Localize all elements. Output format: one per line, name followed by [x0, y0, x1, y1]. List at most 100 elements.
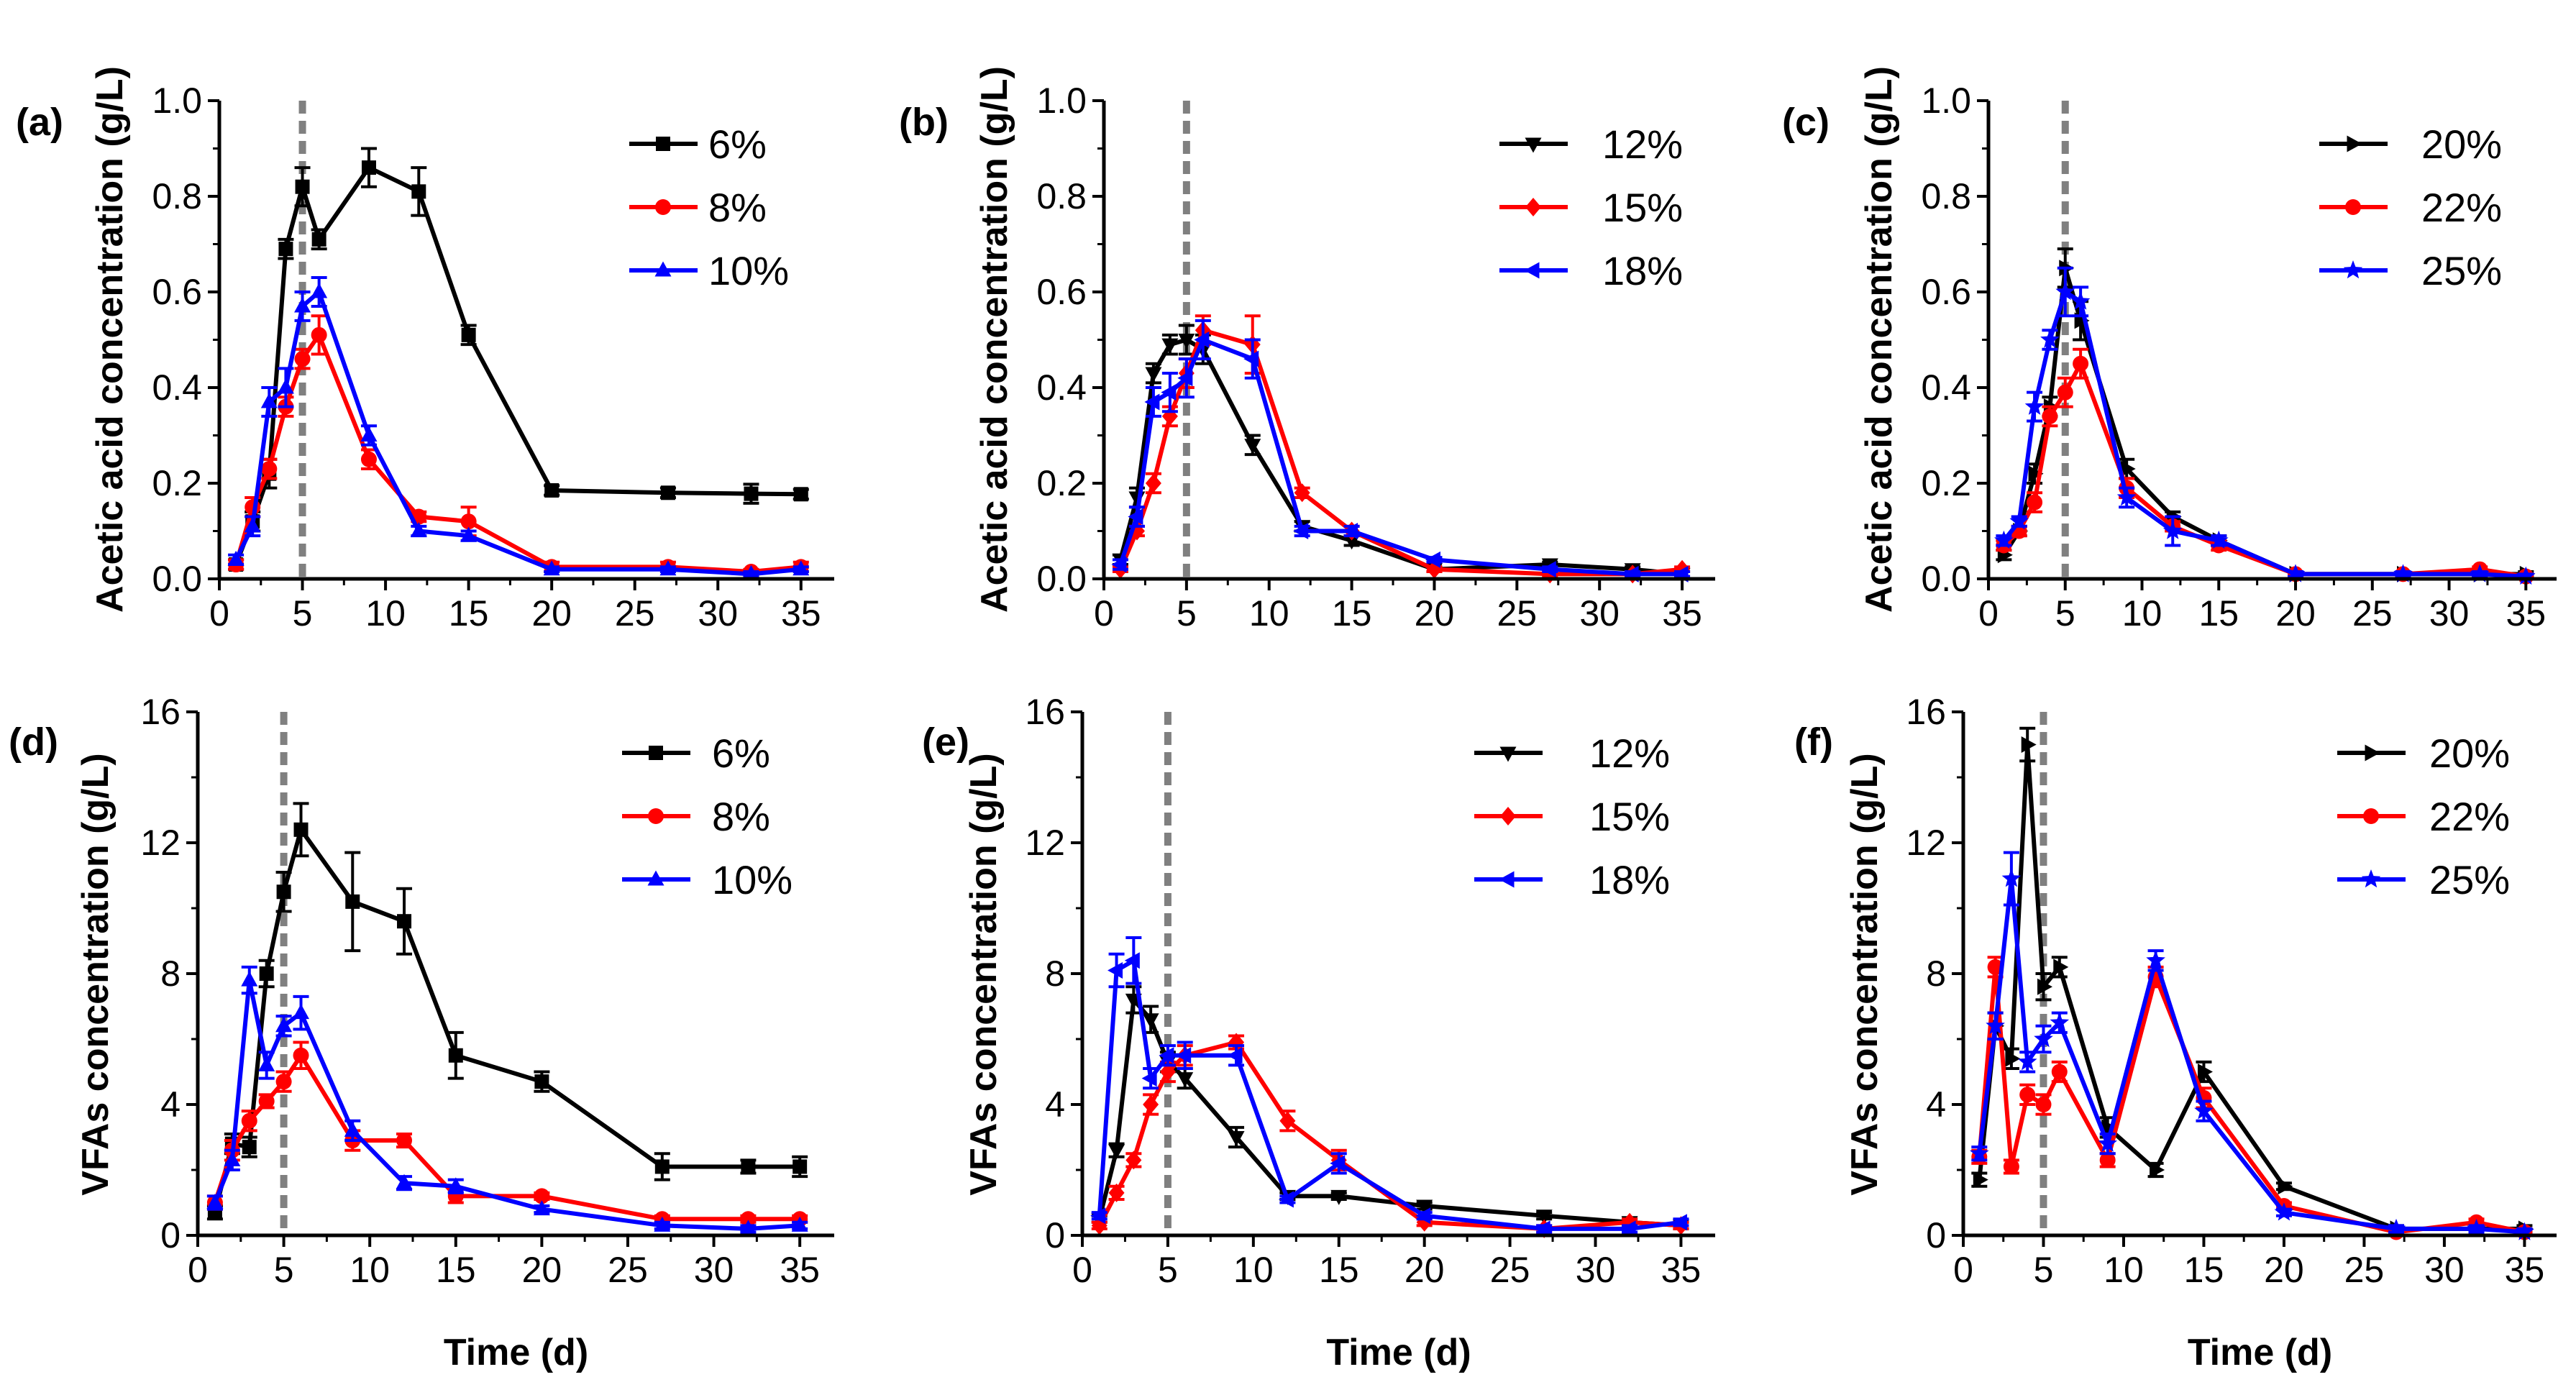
x-tick-label: 15 — [436, 1250, 476, 1290]
data-point — [360, 426, 378, 442]
data-point — [2209, 530, 2229, 549]
data-point — [311, 232, 326, 247]
data-point — [2162, 521, 2183, 539]
data-point — [1178, 334, 1195, 349]
data-point — [293, 1004, 310, 1020]
chart-panel-4: (e)VFAs concentration (g/L) Time (d) 0 5 10 1… — [922, 692, 1715, 1373]
panel-letter: (f) — [1794, 721, 1833, 764]
data-point — [793, 1159, 808, 1174]
y-tick-label: 0.6 — [1921, 272, 1971, 312]
legend-marker — [1499, 746, 1517, 762]
data-point — [2055, 282, 2075, 301]
legend-marker — [647, 870, 664, 886]
series-line — [1097, 997, 1681, 1228]
x-tick-label: 30 — [1576, 1250, 1616, 1290]
data-point — [396, 1133, 413, 1149]
legend-marker — [655, 199, 671, 215]
data-point — [1159, 1047, 1174, 1064]
series-10% — [206, 965, 808, 1235]
data-point — [1279, 1111, 1296, 1130]
series-line — [1118, 328, 1683, 577]
x-tick-label: 15 — [449, 593, 489, 634]
data-point — [2005, 1050, 2021, 1067]
legend-item: 18% — [1499, 248, 1683, 293]
legend-label: 6% — [708, 122, 767, 167]
data-point — [660, 485, 675, 500]
data-point — [1124, 952, 1140, 969]
data-point — [1425, 551, 1440, 568]
data-point — [2070, 291, 2091, 310]
y-tick-label: 0.6 — [152, 272, 202, 312]
y-tick-label: 16 — [1906, 692, 1946, 732]
x-tick-label: 25 — [608, 1250, 648, 1290]
data-point — [1540, 561, 1556, 578]
x-tick-label: 35 — [780, 1250, 820, 1290]
data-point — [242, 1140, 257, 1155]
data-point — [241, 971, 258, 987]
x-tick-label: 0 — [1953, 1250, 1973, 1290]
y-tick-label: 0.2 — [152, 463, 202, 503]
x-tick-label: 15 — [2184, 1250, 2224, 1290]
chart-panel-3: (d) VFAs concentration (g/L) Time (d) 0 5 10 1… — [9, 692, 834, 1373]
legend-item: 15% — [1499, 185, 1683, 230]
data-point — [311, 326, 327, 343]
data-point — [294, 297, 311, 313]
series-15% — [1091, 1033, 1689, 1238]
data-point — [2194, 1101, 2214, 1120]
data-point — [2285, 564, 2306, 582]
chart-panel-1: (b) Acetic acid concentration (g/L) 0 5 10 15… — [899, 66, 1715, 634]
data-point — [1161, 384, 1177, 401]
legend-label: 18% — [1589, 857, 1670, 902]
data-point — [2073, 355, 2089, 372]
legend-label: 15% — [1589, 794, 1670, 839]
legend-label: 15% — [1602, 185, 1683, 230]
legend-item: 10% — [629, 248, 789, 293]
x-tick-label: 35 — [1662, 593, 1702, 634]
chart-panel-2: (c) Acetic acid concentration (g/L) 0 5 10 15… — [1782, 66, 2557, 634]
data-point — [2197, 1064, 2213, 1080]
y-tick-label: 0.6 — [1036, 272, 1087, 312]
x-tick-label: 0 — [1094, 593, 1114, 634]
y-axis-label: Acetic acid concentration (g/L) — [89, 66, 131, 613]
data-point — [360, 451, 377, 467]
y-tick-label: 0 — [1926, 1215, 1946, 1256]
y-tick-label: 0.0 — [1921, 559, 1971, 599]
x-tick-label: 25 — [615, 593, 655, 634]
x-tick-label: 35 — [2505, 1250, 2545, 1290]
x-tick-label: 25 — [1497, 593, 1538, 634]
data-point — [2146, 950, 2165, 969]
series-25% — [1970, 851, 2534, 1240]
data-point — [1111, 556, 1127, 573]
data-point — [1161, 338, 1179, 354]
data-point — [2470, 564, 2490, 582]
data-point — [2467, 1218, 2486, 1238]
x-tick-label: 0 — [209, 593, 229, 634]
data-point — [533, 1200, 550, 1216]
series-line — [234, 332, 802, 574]
x-tick-label: 35 — [2506, 593, 2546, 634]
series-line — [1118, 337, 1683, 577]
x-tick-label: 5 — [1158, 1250, 1178, 1290]
data-point — [258, 1056, 275, 1071]
data-point — [294, 351, 311, 367]
y-tick-label: 4 — [1045, 1084, 1065, 1125]
legend-item: 22% — [2337, 794, 2510, 839]
legend-item: 8% — [622, 794, 770, 839]
data-point — [1973, 1171, 1988, 1189]
data-point — [1144, 393, 1160, 411]
data-point — [460, 526, 478, 542]
data-point — [1986, 1015, 2005, 1035]
series-8% — [228, 314, 809, 580]
data-point — [277, 378, 294, 394]
x-tick-label: 30 — [2429, 593, 2470, 634]
series-line — [1097, 958, 1681, 1231]
y-tick-label: 0.4 — [1036, 367, 1087, 408]
data-point — [1343, 523, 1358, 539]
data-point — [654, 1216, 671, 1232]
x-tick-label: 30 — [2424, 1250, 2465, 1290]
x-tick-label: 15 — [1332, 593, 1372, 634]
legend-item: 18% — [1474, 857, 1670, 902]
data-point — [461, 327, 476, 342]
legend-item: 6% — [622, 731, 770, 776]
legend-marker — [656, 137, 670, 151]
